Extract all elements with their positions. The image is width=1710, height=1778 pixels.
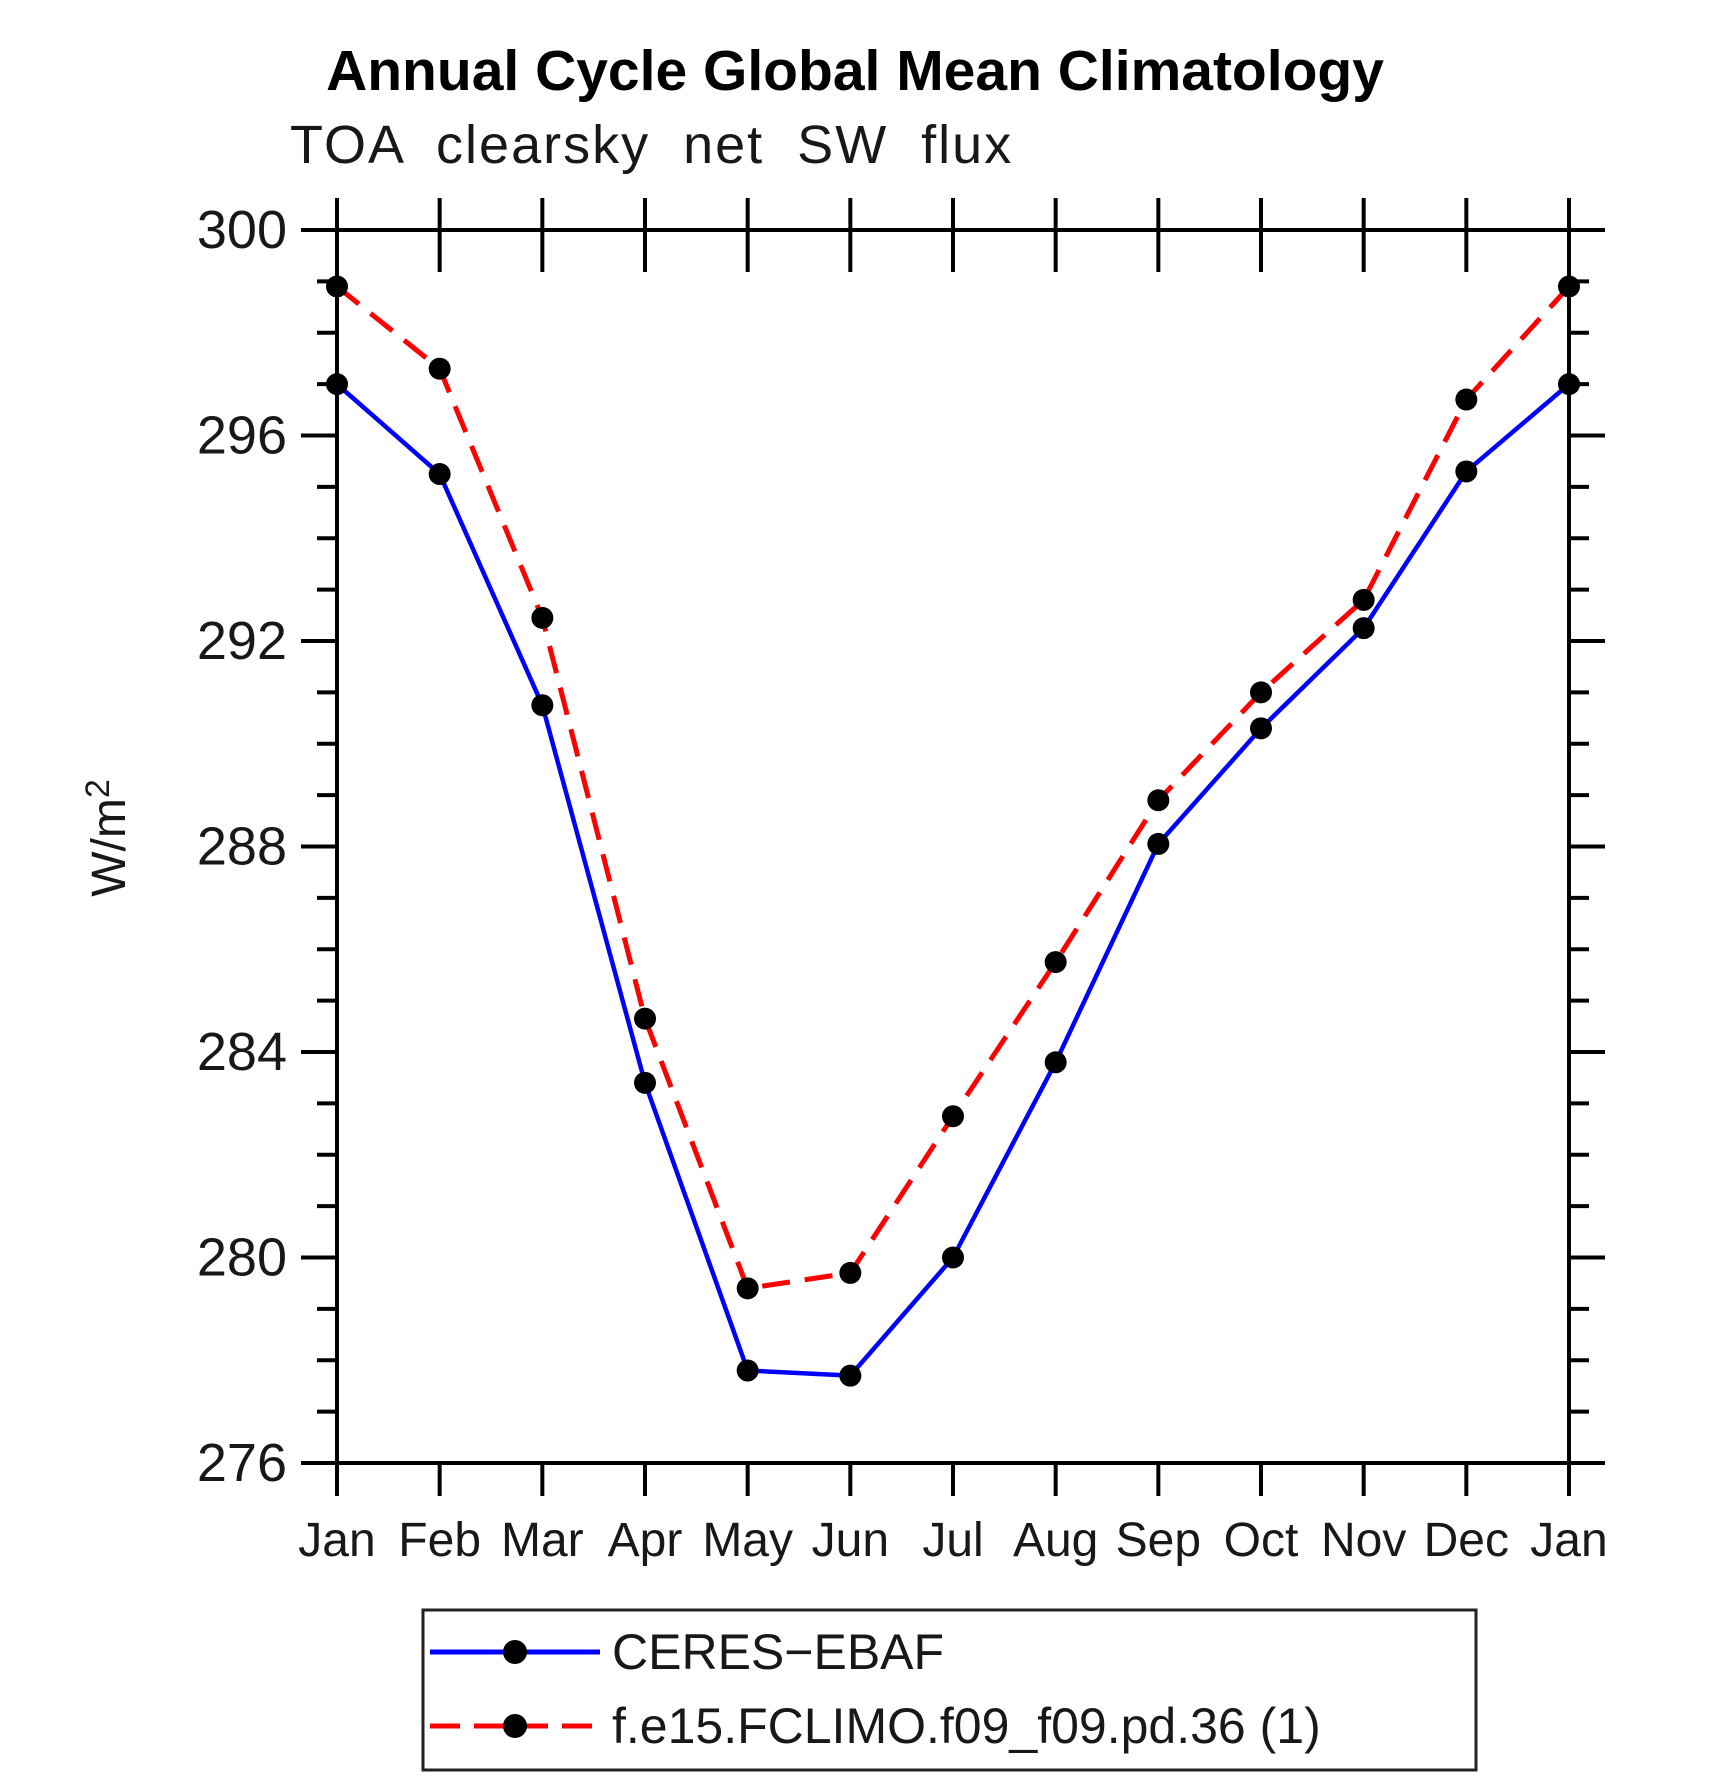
data-point-marker (942, 1105, 964, 1128)
series-line-f-e15-fclimo-f09-f09-pd-36-1- (335, 284, 1571, 1291)
x-tick-label: Jun (812, 1514, 889, 1567)
legend: CERES−EBAF f.e15.FCLIMO.f09_f09.pd.36 (1… (421, 1608, 1478, 1772)
data-point-marker (1147, 789, 1170, 812)
data-point-marker (1044, 1051, 1067, 1074)
y-tick-label: 276 (197, 1433, 287, 1493)
data-point-marker (1250, 717, 1272, 740)
data-point-marker (326, 275, 348, 298)
data-point-marker (1352, 617, 1375, 640)
x-tick-label: Dec (1424, 1514, 1509, 1567)
data-point-marker (634, 1007, 656, 1030)
data-point-marker (736, 1277, 759, 1300)
data-point-marker (326, 373, 348, 396)
y-tick-label: 296 (197, 406, 287, 466)
data-point-marker (634, 1071, 656, 1094)
data-point-marker (428, 463, 451, 486)
x-tick-label: Feb (398, 1514, 481, 1567)
y-tick-label: 292 (197, 611, 287, 671)
plot-area: 276 280 284 288 292 296 300 Jan Feb Mar Apr May Jun J… (197, 198, 1608, 1567)
legend-box (421, 1608, 1478, 1772)
data-point-marker (531, 694, 554, 717)
y-axis-title: W/m2 (79, 779, 136, 897)
y-tick-label: 280 (197, 1228, 287, 1288)
data-point-marker (1250, 681, 1272, 704)
y-axis-title-exponent: 2 (79, 779, 117, 798)
legend-label-ceres-ebaf: CERES−EBAF (612, 1624, 944, 1680)
y-tick-label: 288 (197, 817, 287, 877)
series-line-ceres-ebaf (335, 382, 1571, 1378)
legend-marker-dot (503, 1714, 527, 1738)
legend-item-model-run: f.e15.FCLIMO.f09_f09.pd.36 (1) (430, 1698, 1321, 1754)
x-tick-label: Nov (1321, 1514, 1406, 1567)
y-tick-label: 284 (197, 1022, 287, 1082)
data-point-marker (1147, 832, 1170, 855)
data-point-marker (1558, 373, 1580, 396)
data-point-marker (1455, 388, 1478, 411)
legend-label-model-run: f.e15.FCLIMO.f09_f09.pd.36 (1) (612, 1698, 1321, 1754)
x-tick-label: Jan (1530, 1514, 1607, 1567)
data-point-marker (531, 606, 554, 629)
x-tick-label: Mar (501, 1514, 584, 1567)
x-tick-label: Jul (922, 1514, 983, 1567)
y-axis-title-base: W/m (83, 798, 136, 897)
data-point-marker (428, 357, 451, 380)
legend-item-ceres-ebaf: CERES−EBAF (430, 1624, 944, 1680)
plot-frame (335, 228, 1571, 1465)
x-tick-label: Sep (1116, 1514, 1201, 1567)
data-point-marker (1352, 588, 1375, 611)
x-tick-label: Aug (1013, 1514, 1098, 1567)
x-tick-label: Jan (298, 1514, 375, 1567)
data-point-marker (736, 1359, 759, 1382)
y-tick-label: 300 (197, 200, 287, 260)
chart-subtitle: TOA clearsky net SW flux (290, 115, 1013, 175)
chart-title: Annual Cycle Global Mean Climatology (326, 39, 1384, 103)
data-point-marker (1455, 460, 1478, 483)
data-point-marker (839, 1261, 862, 1284)
x-tick-label: May (702, 1514, 793, 1567)
legend-marker-dot (503, 1640, 527, 1664)
x-tick-label: Oct (1224, 1514, 1299, 1567)
data-point-marker (1558, 275, 1580, 298)
data-point-marker (942, 1246, 964, 1269)
x-tick-label: Apr (608, 1514, 683, 1567)
data-point-marker (1044, 951, 1067, 974)
data-point-marker (839, 1364, 862, 1387)
